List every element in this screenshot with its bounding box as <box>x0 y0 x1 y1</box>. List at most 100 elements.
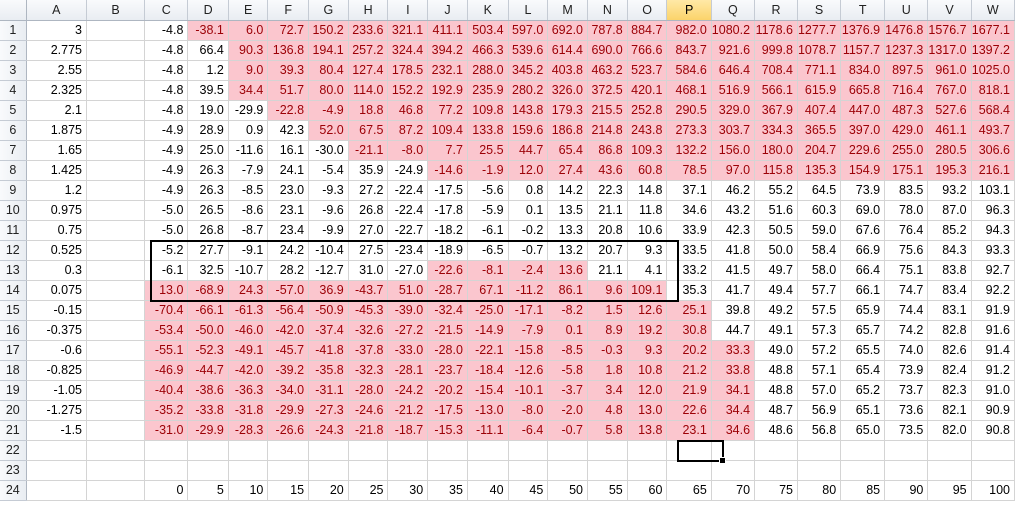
cell-n21[interactable]: 5.8 <box>587 420 628 441</box>
row-header[interactable]: 2 <box>0 40 27 61</box>
row-header[interactable]: 19 <box>0 380 27 401</box>
cell-t2[interactable]: 1157.7 <box>840 40 886 61</box>
cell-n14[interactable]: 9.6 <box>587 280 628 301</box>
cell-c14[interactable]: 13.0 <box>144 280 189 301</box>
cell-a2[interactable]: 2.775 <box>26 40 88 61</box>
cell-p1[interactable]: 982.0 <box>666 20 712 41</box>
cell-f15[interactable]: -56.4 <box>267 300 310 321</box>
cell-a1[interactable]: 3 <box>26 20 88 41</box>
cell-b12[interactable] <box>86 240 146 261</box>
cell-v2[interactable]: 1317.0 <box>927 40 972 61</box>
cell-k11[interactable]: -6.1 <box>467 220 509 241</box>
cell-s12[interactable]: 58.4 <box>797 240 842 261</box>
cell-p13[interactable]: 33.2 <box>666 260 712 281</box>
cell-k2[interactable]: 466.3 <box>467 40 509 61</box>
cell-d20[interactable]: -33.8 <box>187 400 229 421</box>
cell-b24[interactable] <box>86 480 146 501</box>
cell-i3[interactable]: 178.5 <box>387 60 429 81</box>
cell-u24[interactable]: 90 <box>884 480 929 501</box>
cell-t17[interactable]: 65.5 <box>840 340 886 361</box>
cell-j16[interactable]: -21.5 <box>427 320 468 341</box>
cell-d15[interactable]: -66.1 <box>187 300 229 321</box>
column-header-k[interactable]: K <box>467 0 509 21</box>
cell-q6[interactable]: 303.7 <box>711 120 756 141</box>
cell-k3[interactable]: 288.0 <box>467 60 509 81</box>
cell-w9[interactable]: 103.1 <box>971 180 1015 201</box>
cell-b15[interactable] <box>86 300 146 321</box>
cell-c5[interactable]: -4.8 <box>144 100 189 121</box>
cell-s8[interactable]: 135.3 <box>797 160 842 181</box>
cell-r16[interactable]: 49.1 <box>754 320 798 341</box>
cell-v4[interactable]: 767.0 <box>927 80 972 101</box>
cell-b10[interactable] <box>86 200 146 221</box>
cell-d4[interactable]: 39.5 <box>187 80 229 101</box>
cell-v19[interactable]: 82.3 <box>927 380 972 401</box>
cell-q12[interactable]: 41.8 <box>711 240 756 261</box>
cell-f10[interactable]: 23.1 <box>267 200 310 221</box>
cell-n10[interactable]: 21.1 <box>587 200 628 221</box>
cell-v1[interactable]: 1576.7 <box>927 20 972 41</box>
cell-i11[interactable]: -22.7 <box>387 220 429 241</box>
cell-w1[interactable]: 1677.1 <box>971 20 1015 41</box>
cell-s22[interactable] <box>797 440 842 461</box>
cell-b8[interactable] <box>86 160 146 181</box>
column-header-c[interactable]: C <box>144 0 189 21</box>
cell-g22[interactable] <box>308 440 349 461</box>
cell-d16[interactable]: -50.0 <box>187 320 229 341</box>
cell-o19[interactable]: 12.0 <box>627 380 668 401</box>
cell-e7[interactable]: -11.6 <box>228 140 269 161</box>
row-header[interactable]: 22 <box>0 440 27 461</box>
cell-h21[interactable]: -21.8 <box>348 420 389 441</box>
row-header[interactable]: 18 <box>0 360 27 381</box>
cell-t22[interactable] <box>840 440 886 461</box>
cell-a12[interactable]: 0.525 <box>26 240 88 261</box>
cell-c11[interactable]: -5.0 <box>144 220 189 241</box>
cell-r21[interactable]: 48.6 <box>754 420 798 441</box>
cell-s15[interactable]: 57.5 <box>797 300 842 321</box>
cell-e10[interactable]: -8.6 <box>228 200 269 221</box>
cell-s21[interactable]: 56.8 <box>797 420 842 441</box>
cell-p16[interactable]: 30.8 <box>666 320 712 341</box>
row-header[interactable]: 16 <box>0 320 27 341</box>
cell-n9[interactable]: 22.3 <box>587 180 628 201</box>
cell-i17[interactable]: -33.0 <box>387 340 429 361</box>
cell-d17[interactable]: -52.3 <box>187 340 229 361</box>
cell-o4[interactable]: 420.1 <box>627 80 668 101</box>
cell-v11[interactable]: 85.2 <box>927 220 972 241</box>
cell-e4[interactable]: 34.4 <box>228 80 269 101</box>
cell-s18[interactable]: 57.1 <box>797 360 842 381</box>
cell-m8[interactable]: 27.4 <box>547 160 588 181</box>
cell-n5[interactable]: 215.5 <box>587 100 628 121</box>
cell-g11[interactable]: -9.9 <box>308 220 349 241</box>
cell-i15[interactable]: -39.0 <box>387 300 429 321</box>
cell-c24[interactable]: 0 <box>144 480 189 501</box>
cell-f20[interactable]: -29.9 <box>267 400 310 421</box>
cell-o12[interactable]: 9.3 <box>627 240 668 261</box>
cell-a22[interactable] <box>26 440 88 461</box>
cell-u15[interactable]: 74.4 <box>884 300 929 321</box>
cell-t9[interactable]: 73.9 <box>840 180 886 201</box>
cell-h23[interactable] <box>348 460 389 481</box>
cell-v16[interactable]: 82.8 <box>927 320 972 341</box>
cell-q11[interactable]: 42.3 <box>711 220 756 241</box>
cell-k23[interactable] <box>467 460 509 481</box>
row-header[interactable]: 14 <box>0 280 27 301</box>
cell-p14[interactable]: 35.3 <box>666 280 712 301</box>
cell-o23[interactable] <box>627 460 668 481</box>
cell-e12[interactable]: -9.1 <box>228 240 269 261</box>
cell-j5[interactable]: 77.2 <box>427 100 468 121</box>
cell-j15[interactable]: -32.4 <box>427 300 468 321</box>
cell-j11[interactable]: -18.2 <box>427 220 468 241</box>
cell-d7[interactable]: 25.0 <box>187 140 229 161</box>
cell-d8[interactable]: 26.3 <box>187 160 229 181</box>
cell-w21[interactable]: 90.8 <box>971 420 1015 441</box>
cell-j2[interactable]: 394.2 <box>427 40 468 61</box>
cell-c10[interactable]: -5.0 <box>144 200 189 221</box>
cell-p15[interactable]: 25.1 <box>666 300 712 321</box>
cell-g17[interactable]: -41.8 <box>308 340 349 361</box>
cell-f7[interactable]: 16.1 <box>267 140 310 161</box>
cell-p24[interactable]: 65 <box>666 480 712 501</box>
cell-p2[interactable]: 843.7 <box>666 40 712 61</box>
cell-d14[interactable]: -68.9 <box>187 280 229 301</box>
cell-r22[interactable] <box>754 440 798 461</box>
